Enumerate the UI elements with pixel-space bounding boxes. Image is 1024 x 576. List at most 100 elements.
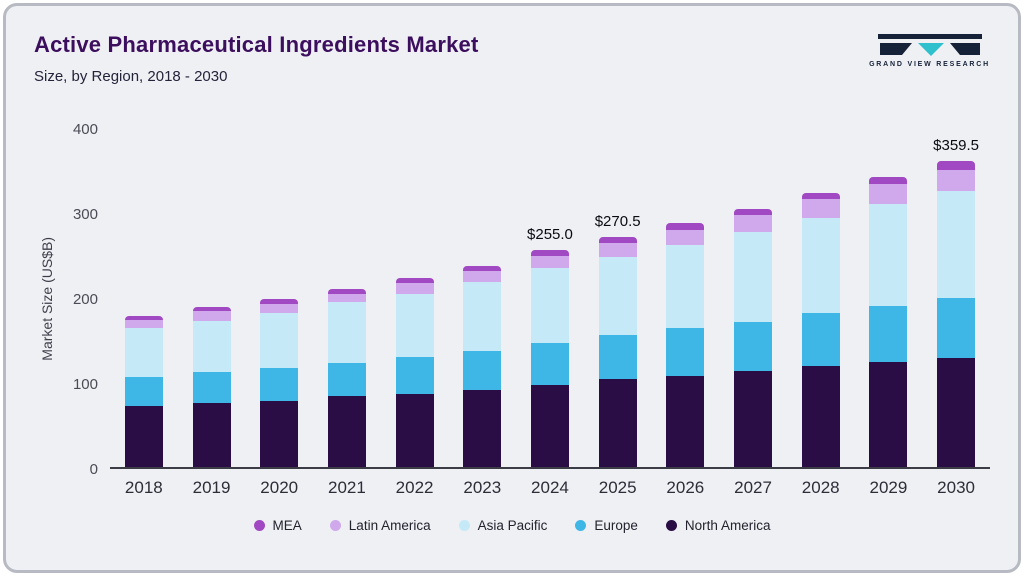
bar-value-label: $255.0 bbox=[527, 226, 573, 244]
x-tick-label: 2022 bbox=[395, 478, 434, 497]
bar-segment-europe bbox=[124, 376, 163, 406]
bar-segment-europe bbox=[734, 321, 773, 371]
x-axis-spacer-2 bbox=[60, 469, 110, 498]
plot-row: Market Size (US$B) 0 100 200 300 400 $255.0 $… bbox=[34, 121, 990, 478]
legend-swatch bbox=[253, 520, 265, 531]
bar-column bbox=[787, 129, 855, 467]
chart-subtitle: Size, by Region, 2018 - 2030 bbox=[34, 68, 228, 85]
gvr-logo-icon bbox=[877, 34, 982, 56]
bar-stack bbox=[395, 278, 434, 467]
bar-segment-latin-america bbox=[395, 283, 434, 294]
x-tick-label: 2027 bbox=[734, 478, 772, 497]
bar-stack bbox=[463, 265, 502, 467]
x-tick-label: 2023 bbox=[463, 478, 502, 497]
legend-label: Asia Pacific bbox=[477, 518, 548, 533]
bar-segment-latin-america bbox=[869, 183, 908, 204]
legend-item: MEA bbox=[253, 518, 302, 533]
bar-column bbox=[719, 129, 787, 467]
legend-swatch bbox=[329, 520, 341, 531]
x-tick-label: 2029 bbox=[869, 478, 908, 497]
legend-label: North America bbox=[684, 518, 771, 533]
chart-title: Active Pharmaceutical Ingredients Market bbox=[34, 32, 479, 57]
x-axis-row: 2018 2019 2020 2021 2022 2023 2024 2025 2026 2027… bbox=[34, 469, 990, 498]
bar-segment-north-america bbox=[463, 389, 502, 467]
bar-segment-mea bbox=[124, 315, 163, 320]
bar-segment-europe bbox=[327, 363, 366, 397]
bar-segment-north-america bbox=[260, 400, 299, 467]
bar-segment-mea bbox=[395, 278, 434, 284]
bar-segment-north-america bbox=[937, 358, 976, 467]
y-tick-label: 100 bbox=[72, 376, 98, 393]
bar-segment-europe bbox=[666, 328, 705, 377]
x-tick-label: 2024 bbox=[531, 478, 569, 497]
legend-item: Europe bbox=[575, 518, 638, 533]
bar-value-label: $359.5 bbox=[933, 137, 980, 155]
bar-stack bbox=[327, 288, 366, 467]
bar-column bbox=[178, 129, 246, 467]
bar-segment-mea bbox=[530, 250, 569, 257]
bar-segment-europe bbox=[937, 297, 976, 359]
bar-value-label: $270.5 bbox=[594, 213, 641, 231]
bar-column bbox=[110, 129, 178, 467]
legend-swatch bbox=[665, 520, 677, 531]
bar-segment-mea bbox=[598, 237, 637, 244]
bar-segment-asia-pacific bbox=[260, 313, 299, 368]
bar-segment-mea bbox=[666, 223, 705, 230]
chart-card: Active Pharmaceutical Ingredients Market… bbox=[3, 3, 1021, 573]
bar-segment-europe bbox=[598, 335, 637, 380]
bar-segment-asia-pacific bbox=[192, 320, 231, 372]
bar-column bbox=[245, 129, 313, 467]
bar-segment-mea bbox=[192, 307, 231, 312]
bar-stack bbox=[124, 315, 163, 467]
y-tick-label: 0 bbox=[89, 461, 98, 478]
y-tick-label: 400 bbox=[72, 121, 98, 138]
bar-column: $270.5 bbox=[584, 129, 652, 467]
bar-segment-europe bbox=[395, 356, 434, 394]
bar-segment-latin-america bbox=[801, 199, 840, 218]
bar-segment-mea bbox=[801, 192, 840, 200]
bar-segment-mea bbox=[260, 298, 299, 304]
bar-segment-north-america bbox=[192, 403, 231, 467]
bar-segment-north-america bbox=[124, 405, 163, 467]
bar-segment-latin-america bbox=[124, 319, 163, 328]
y-tick-label: 200 bbox=[72, 291, 98, 308]
legend-item: Latin America bbox=[329, 518, 431, 533]
legend-label: Latin America bbox=[348, 518, 431, 533]
legend-item: North America bbox=[665, 518, 771, 533]
bar-segment-north-america bbox=[734, 370, 773, 467]
bar-segment-asia-pacific bbox=[869, 203, 908, 306]
bar-stack bbox=[260, 298, 299, 467]
bar-stack bbox=[192, 307, 231, 467]
x-axis-spacer-1 bbox=[34, 469, 60, 498]
bar-segment-asia-pacific bbox=[124, 327, 163, 377]
bar-column: $359.5 bbox=[922, 129, 990, 467]
bar-segment-europe bbox=[801, 313, 840, 366]
bar-stack bbox=[666, 223, 705, 467]
bar-stack bbox=[598, 237, 637, 467]
bar-segment-asia-pacific bbox=[734, 232, 773, 322]
bar-stack bbox=[869, 177, 908, 467]
bar-segment-europe bbox=[192, 371, 231, 404]
bar-segment-mea bbox=[463, 265, 502, 271]
bar-segment-asia-pacific bbox=[327, 302, 366, 364]
x-tick-label: 2030 bbox=[937, 478, 975, 497]
x-tick-label: 2019 bbox=[192, 478, 231, 497]
bar-segment-asia-pacific bbox=[463, 281, 502, 352]
x-axis: 2018 2019 2020 2021 2022 2023 2024 2025 2026 2027… bbox=[110, 478, 990, 498]
y-axis-title-column: Market Size (US$B) bbox=[34, 129, 60, 469]
x-tick-label: 2021 bbox=[327, 478, 366, 497]
header: Active Pharmaceutical Ingredients Market… bbox=[34, 32, 990, 85]
bar-segment-latin-america bbox=[530, 256, 569, 269]
bar-segment-latin-america bbox=[192, 311, 231, 321]
legend-item: Asia Pacific bbox=[458, 518, 548, 533]
x-tick-label: 2020 bbox=[260, 478, 299, 497]
bar-segment-latin-america bbox=[327, 293, 366, 303]
bar-segment-europe bbox=[530, 342, 569, 385]
bar-column bbox=[855, 129, 923, 467]
legend-swatch bbox=[458, 520, 470, 531]
chart: Market Size (US$B) 0 100 200 300 400 $255.0 $… bbox=[34, 121, 990, 498]
bar-segment-latin-america bbox=[666, 229, 705, 246]
bar-stack bbox=[530, 250, 569, 467]
bar-segment-mea bbox=[734, 208, 773, 216]
bar-segment-latin-america bbox=[260, 303, 299, 314]
